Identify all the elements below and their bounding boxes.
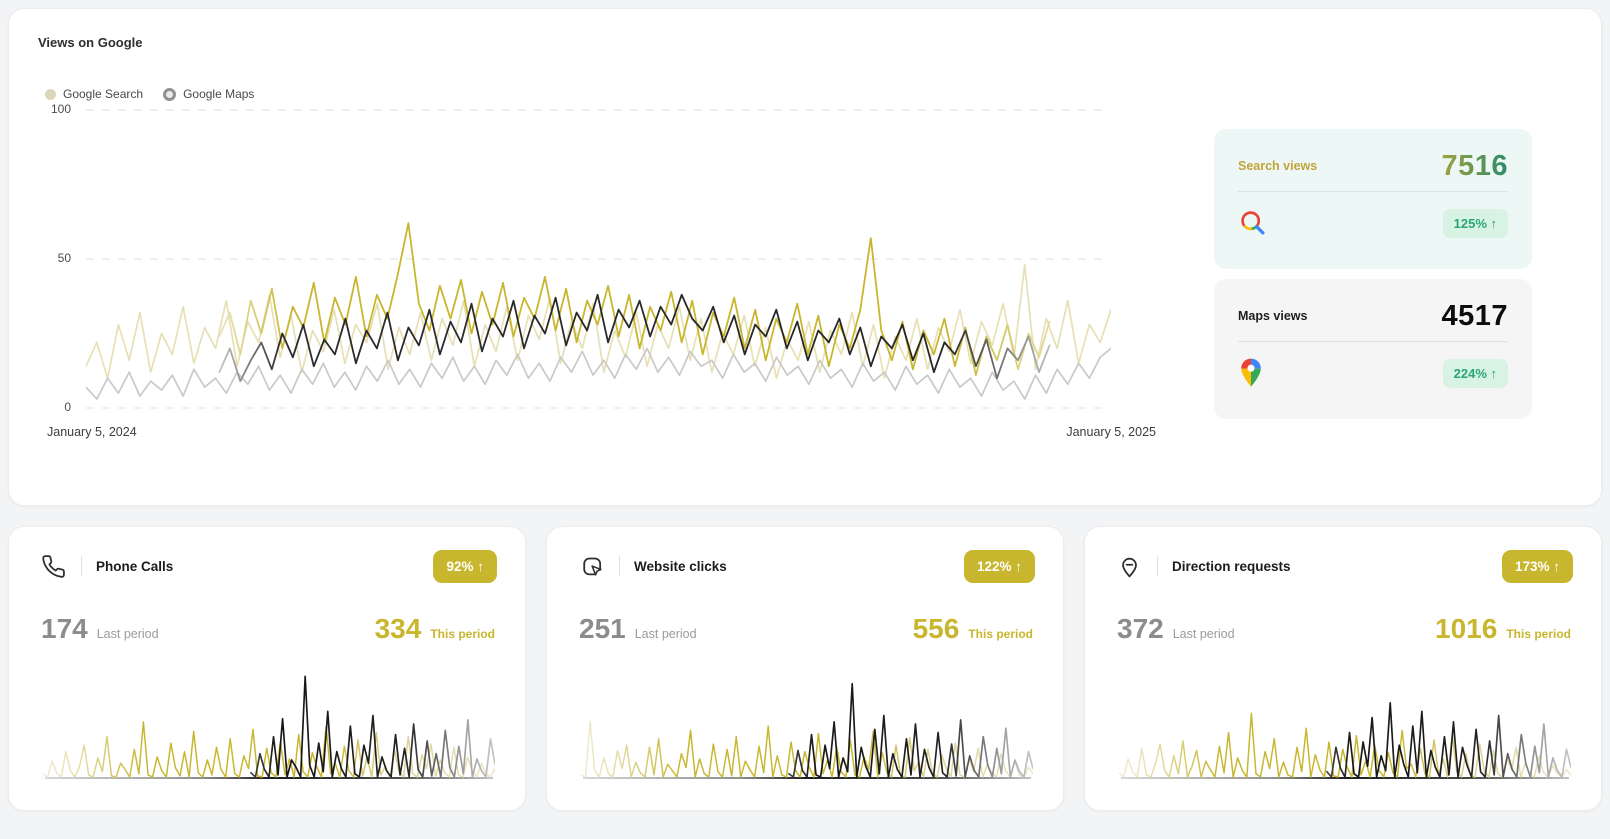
legend-label: Google Search [63,87,144,101]
chart-legend: Google Search Google Maps [45,87,254,101]
legend-dot-maps-icon [163,87,177,101]
this-period-label: This period [1506,627,1571,641]
last-period-label: Last period [96,627,159,641]
panel-title: Views on Google [38,35,143,50]
website-clicks-mini-chart [581,668,1033,780]
header-divider [81,556,82,576]
header-divider [1157,556,1158,576]
legend-dot-search-icon [45,88,56,100]
phone-calls-card: Phone Calls 92% ↑ 174 Last period 334 Th… [8,526,526,811]
search-views-change-badge: 125% ↑ [1442,208,1508,238]
card-header: Phone Calls 92% ↑ [39,547,497,585]
this-period-value: 334 [374,613,422,644]
card-stats: 372 Last period 1016 This period [1117,613,1571,645]
views-on-google-panel: Views on Google Google Search Google Map… [8,8,1602,506]
last-period-value: 174 [41,613,88,644]
this-period-value: 556 [912,613,960,644]
last-period-value: 372 [1117,613,1164,644]
last-period-label: Last period [634,627,697,641]
card-header: Direction requests 173% ↑ [1115,547,1573,585]
phone-icon [39,552,67,580]
last-period-value: 251 [579,613,626,644]
card-header: Website clicks 122% ↑ [577,547,1035,585]
direction-requests-change-badge: 173% ↑ [1501,549,1573,583]
card-title: Direction requests [1172,558,1291,574]
phone-calls-mini-chart [43,668,495,780]
views-line-chart [86,104,1111,412]
legend-item-google-search[interactable]: Google Search [45,87,143,101]
website-clicks-change-badge: 122% ↑ [963,549,1035,583]
this-period-value: 1016 [1435,613,1498,644]
google-maps-pin-icon [1238,357,1264,389]
maps-views-card[interactable]: Maps views 4517 [1214,279,1532,419]
maps-views-change-badge: 224% ↑ [1442,358,1508,388]
direction-requests-mini-chart [1119,668,1571,780]
y-axis-tick-100: 100 [50,102,71,116]
x-axis-start-label: January 5, 2024 [47,425,137,439]
card-stats: 174 Last period 334 This period [41,613,495,645]
last-period-label: Last period [1172,627,1235,641]
card-title: Phone Calls [96,558,174,574]
y-axis-tick-50: 50 [57,251,71,265]
website-click-icon [577,552,605,580]
this-period-label: This period [430,627,495,641]
search-views-label: Search views [1238,159,1318,173]
search-views-card[interactable]: Search views 7516 125% ↑ [1214,129,1532,269]
legend-label: Google Maps [183,87,255,101]
y-axis-tick-0: 0 [64,400,71,414]
phone-calls-change-badge: 92% ↑ [433,549,497,583]
card-stats: 251 Last period 556 This period [579,613,1033,645]
maps-views-label: Maps views [1238,309,1308,323]
legend-item-google-maps[interactable]: Google Maps [163,87,254,101]
google-search-icon [1238,208,1268,238]
card-title: Website clicks [634,558,727,574]
direction-pin-icon [1115,552,1143,580]
x-axis-end-label: January 5, 2025 [1066,425,1156,439]
search-views-value: 7516 [1441,149,1508,182]
direction-requests-card: Direction requests 173% ↑ 372 Last perio… [1084,526,1602,811]
header-divider [619,556,620,576]
maps-views-value: 4517 [1441,299,1508,332]
this-period-label: This period [968,627,1033,641]
website-clicks-card: Website clicks 122% ↑ 251 Last period 55… [546,526,1064,811]
